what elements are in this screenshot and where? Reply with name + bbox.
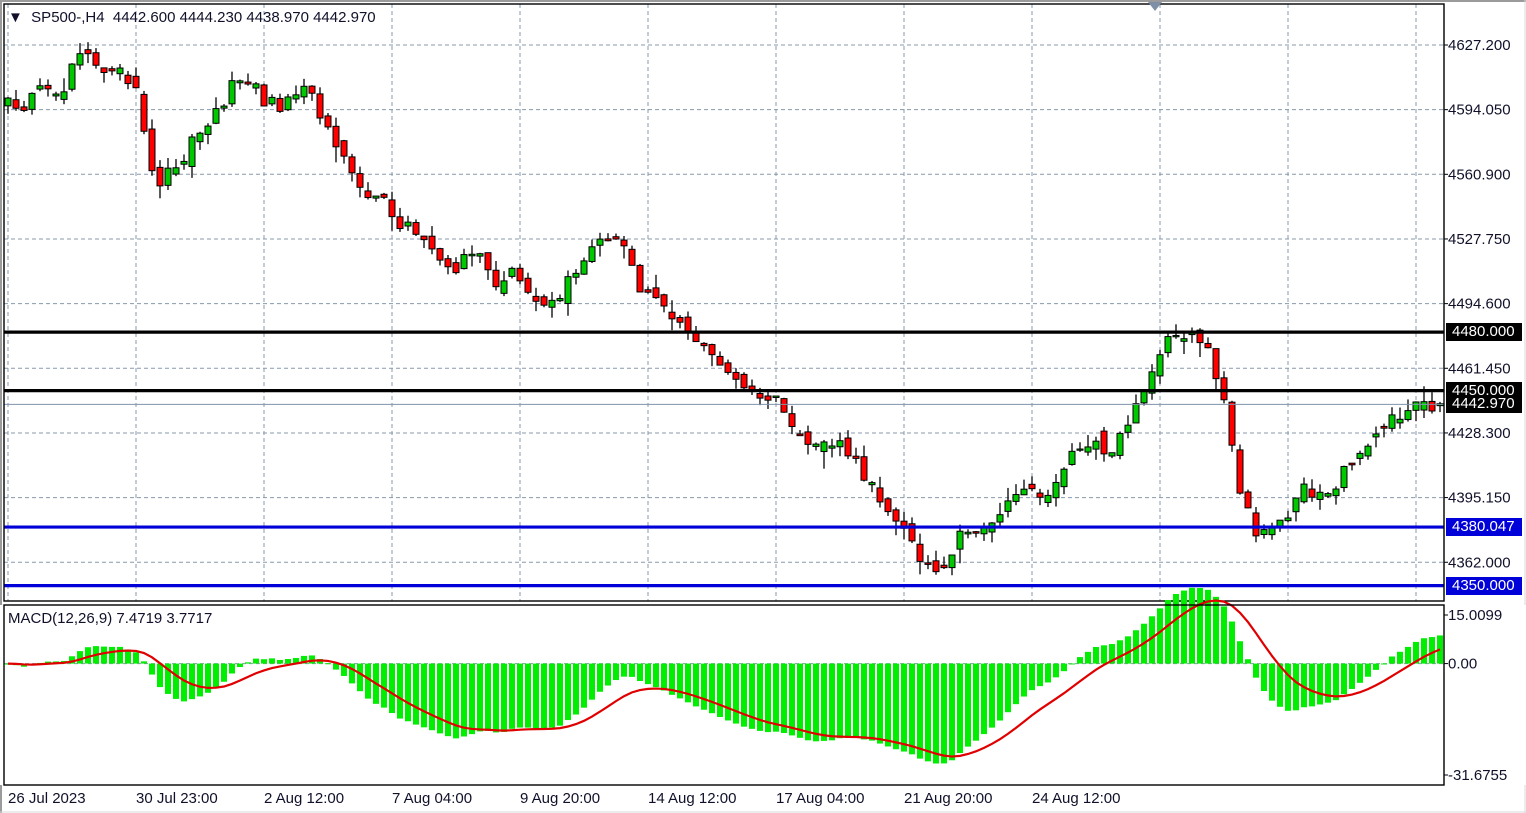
svg-text:4395.150: 4395.150 (1448, 490, 1511, 507)
svg-text:15.0099: 15.0099 (1448, 607, 1502, 624)
svg-text:4527.750: 4527.750 (1448, 231, 1511, 248)
svg-text:4594.050: 4594.050 (1448, 102, 1511, 119)
svg-text:4627.200: 4627.200 (1448, 37, 1511, 54)
svg-text:-31.6755: -31.6755 (1448, 767, 1507, 784)
svg-text:4494.600: 4494.600 (1448, 296, 1511, 313)
svg-text:4560.900: 4560.900 (1448, 166, 1511, 183)
svg-text:4362.000: 4362.000 (1448, 554, 1511, 571)
svg-text:4428.300: 4428.300 (1448, 425, 1511, 442)
svg-text:4461.450: 4461.450 (1448, 360, 1511, 377)
svg-text:0.00: 0.00 (1448, 656, 1477, 673)
